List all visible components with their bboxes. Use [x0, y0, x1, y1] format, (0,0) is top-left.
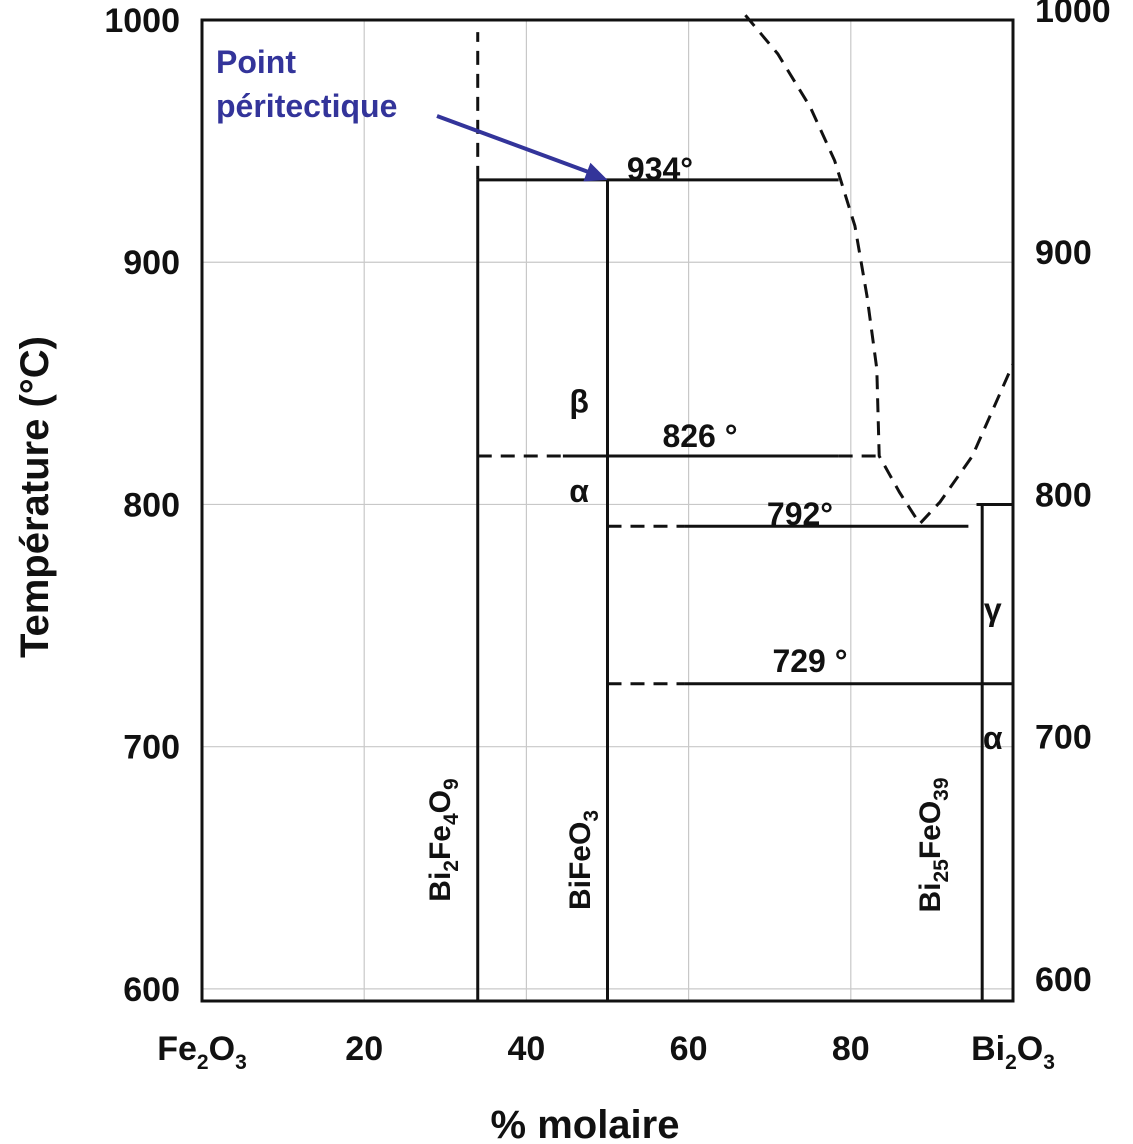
annotation-line1: Point	[216, 44, 296, 80]
x-tick: 80	[832, 1030, 870, 1068]
x-tick: Bi2O3	[971, 1030, 1055, 1074]
phase-label: α	[983, 720, 1003, 756]
phase-label: α	[569, 473, 589, 509]
isotherm-label: 792°	[767, 496, 833, 532]
liquidus-curve	[744, 14, 1015, 527]
y-tick-left: 900	[123, 244, 180, 282]
compound-label: Bi25FeO39	[914, 777, 953, 912]
y-tick-left: 800	[123, 486, 180, 524]
y-tick-right: 600	[1035, 961, 1092, 999]
y-tick-right: 1000	[1035, 0, 1111, 30]
x-tick: 40	[507, 1030, 545, 1068]
y-tick-left: 700	[123, 729, 180, 767]
x-tick: Fe2O3	[157, 1030, 247, 1074]
y-tick-right: 900	[1035, 234, 1092, 272]
isotherm-label: 729 °	[772, 643, 847, 679]
compound-label: Bi2Fe4O9	[424, 778, 463, 901]
y-tick-left: 1000	[104, 2, 180, 40]
y-tick-right: 700	[1035, 719, 1092, 757]
chart-labels: 934° 826 ° 792° 729 ° β α γ α Bi2Fe4O9 BiFeO3 Bi25…	[216, 44, 1003, 913]
plot-frame	[200, 18, 1015, 1003]
x-axis-title: % molaire	[491, 1103, 680, 1144]
y-axis-title: Température (°C)	[13, 336, 57, 658]
compound-label: BiFeO3	[564, 810, 603, 910]
isotherm-label: 826 °	[662, 418, 737, 454]
annotation-arrow-head	[583, 162, 608, 182]
y-tick-right: 800	[1035, 476, 1092, 514]
tick-labels: 1000 900 800 700 600 1000 900 800 700 600 Fe2O3 20 4…	[104, 0, 1110, 1074]
isotherm-label: 934°	[627, 151, 693, 187]
phase-lines	[476, 14, 1015, 1001]
annotation-line2: péritectique	[216, 88, 397, 124]
peritectic-annotation: Point péritectique	[216, 44, 608, 182]
phase-label: γ	[984, 592, 1002, 628]
annotation-arrow-shaft	[436, 114, 595, 176]
x-tick: 60	[670, 1030, 708, 1068]
y-tick-left: 600	[123, 971, 180, 1009]
x-tick: 20	[345, 1030, 383, 1068]
phase-label: β	[569, 383, 589, 419]
